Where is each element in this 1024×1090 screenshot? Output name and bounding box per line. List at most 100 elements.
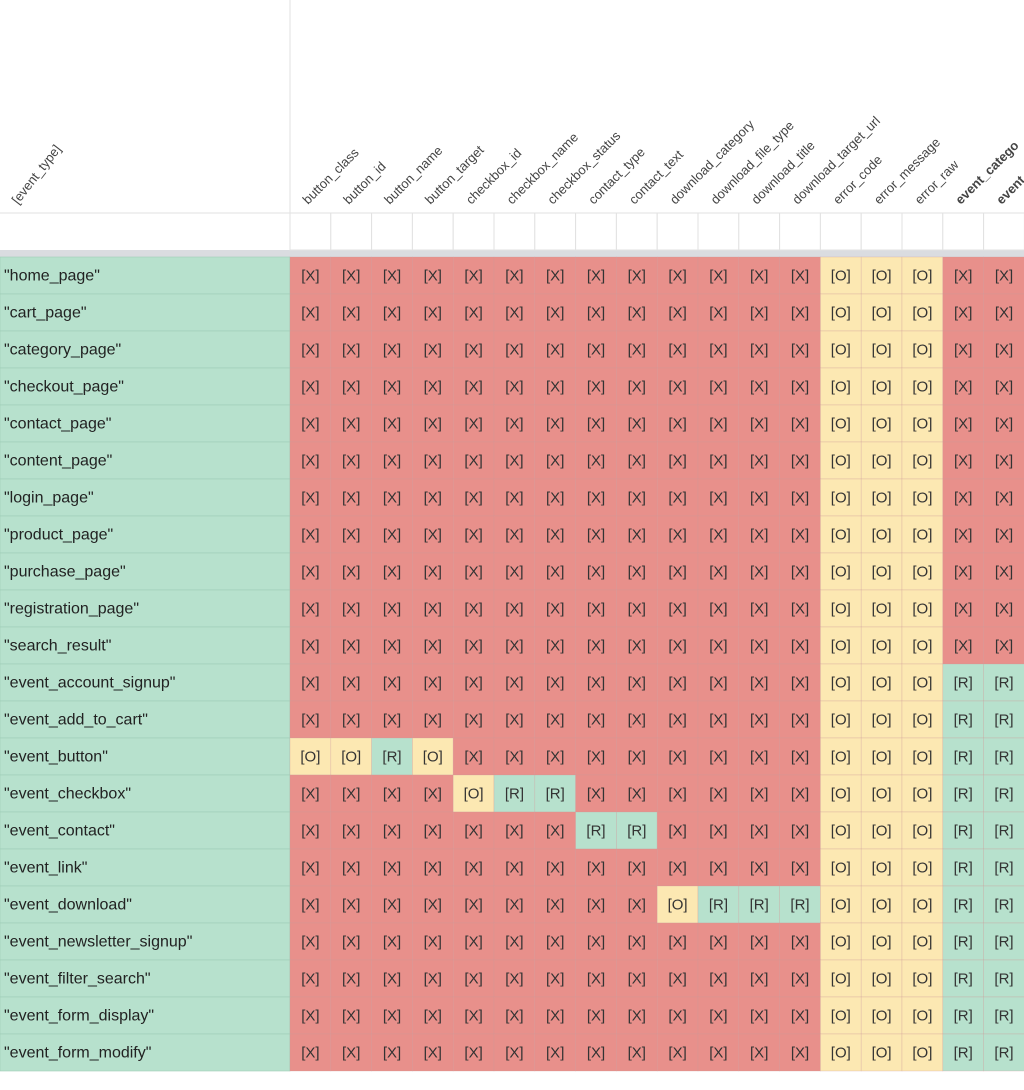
cell-value: [X]	[383, 341, 401, 358]
cell-bg	[983, 441, 1024, 480]
cell-value: [X]	[668, 711, 686, 728]
cell-value: [X]	[709, 341, 727, 358]
cell-value: [X]	[301, 378, 319, 395]
cell-value: [X]	[995, 489, 1013, 506]
cell-value: [O]	[831, 1044, 851, 1061]
cell-bg	[493, 811, 536, 850]
cell-value: [X]	[587, 452, 605, 469]
cell-value: [X]	[342, 1044, 360, 1061]
cell-bg	[860, 737, 903, 776]
cell-value: [O]	[872, 970, 892, 987]
cell-value: [X]	[709, 859, 727, 876]
cell-bg	[371, 885, 413, 924]
cell-bg	[534, 330, 576, 369]
cell-bg	[942, 885, 984, 924]
cell-value: [X]	[424, 859, 442, 876]
cell-value: [X]	[383, 526, 401, 543]
cell-value: [X]	[505, 600, 523, 617]
cell-value: [X]	[750, 563, 768, 580]
cell-bg	[412, 441, 454, 480]
cell-value: [X]	[587, 267, 605, 284]
cell-value: [O]	[872, 933, 892, 950]
cell-bg	[983, 367, 1024, 406]
cell-bg	[371, 515, 413, 554]
cell-bg	[575, 1033, 617, 1072]
cell-value: [X]	[750, 1044, 768, 1061]
cell-value: [X]	[383, 304, 401, 321]
cell-value: [X]	[546, 822, 564, 839]
cell-bg	[330, 959, 372, 998]
cell-value: [X]	[791, 415, 809, 432]
row-label: "event_form_modify"	[4, 1045, 151, 1062]
cell-value: [X]	[791, 785, 809, 802]
cell-value: [X]	[424, 674, 442, 691]
cell-value: [X]	[668, 1007, 686, 1024]
cell-bg	[616, 441, 658, 480]
cell-bg	[860, 959, 903, 998]
row-label-cell	[0, 663, 291, 702]
cell-bg	[575, 515, 617, 554]
cell-value: [X]	[628, 415, 646, 432]
header-blank-cell	[330, 212, 373, 251]
cell-bg	[575, 996, 617, 1035]
cell-bg	[534, 959, 576, 998]
cell-bg	[534, 848, 576, 887]
cell-bg	[656, 996, 699, 1035]
cell-value: [X]	[342, 1007, 360, 1024]
cell-bg	[860, 848, 903, 887]
cell-bg	[575, 848, 617, 887]
header-blank-cell	[452, 212, 495, 251]
cell-value: [O]	[912, 822, 932, 839]
cell-value: [X]	[505, 1007, 523, 1024]
cell-bg	[820, 922, 862, 961]
cell-value: [X]	[954, 563, 972, 580]
cell-value: [X]	[383, 489, 401, 506]
cell-bg	[493, 626, 536, 665]
cell-value: [X]	[668, 970, 686, 987]
cell-bg	[738, 922, 780, 961]
cell-bg	[738, 959, 780, 998]
cell-bg	[860, 589, 903, 628]
cell-value: [X]	[668, 1044, 686, 1061]
cell-value: [X]	[587, 563, 605, 580]
cell-bg	[738, 330, 780, 369]
cell-value: [O]	[831, 785, 851, 802]
cell-bg	[942, 256, 984, 295]
cell-value: [X]	[668, 452, 686, 469]
cell-bg	[656, 330, 699, 369]
cell-value: [X]	[750, 674, 768, 691]
cell-bg	[697, 515, 740, 554]
cell-bg	[860, 996, 903, 1035]
cell-bg	[983, 404, 1024, 443]
cell-value: [X]	[424, 822, 442, 839]
cell-bg	[779, 996, 821, 1035]
cell-bg	[738, 589, 780, 628]
cell-value: [X]	[424, 637, 442, 654]
cell-value: [X]	[791, 748, 809, 765]
cell-value: [X]	[464, 600, 482, 617]
cell-value: [X]	[546, 859, 564, 876]
cell-value: [O]	[912, 711, 932, 728]
cell-bg	[452, 367, 495, 406]
cell-value: [X]	[342, 933, 360, 950]
cell-bg	[289, 515, 332, 554]
cell-bg	[983, 737, 1024, 776]
cell-bg	[412, 589, 454, 628]
cell-value: [X]	[709, 785, 727, 802]
cell-bg	[534, 589, 576, 628]
cell-bg	[452, 478, 495, 517]
cell-value: [X]	[668, 933, 686, 950]
cell-bg	[983, 293, 1024, 332]
cell-value: [X]	[791, 859, 809, 876]
row-label: "contact_page"	[4, 416, 111, 433]
cell-bg	[412, 700, 454, 739]
cell-bg	[534, 552, 576, 591]
header-blank-cell	[493, 212, 536, 251]
cell-bg	[289, 330, 332, 369]
cell-value: [X]	[383, 1044, 401, 1061]
cell-bg	[616, 885, 658, 924]
cell-value: [R]	[994, 970, 1013, 987]
cell-value: [X]	[383, 452, 401, 469]
cell-bg	[412, 626, 454, 665]
cell-value: [X]	[383, 378, 401, 395]
